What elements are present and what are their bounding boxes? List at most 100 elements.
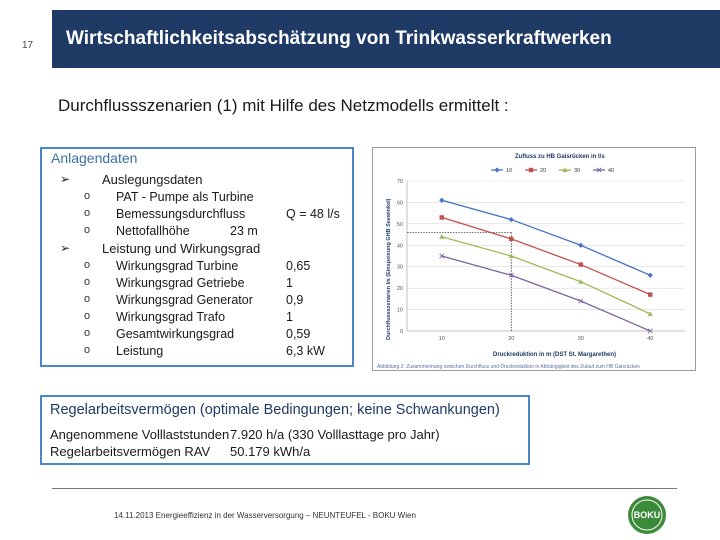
- series-line: [441, 199, 651, 276]
- data-point: [509, 236, 514, 242]
- chart-caption: Abbildung 2: Zusammenhang zwischen Durch…: [377, 364, 640, 370]
- y-tick-label: 60: [397, 200, 403, 206]
- regelarbeit-title: Regelarbeitsvermögen (optimale Bedingung…: [50, 402, 500, 418]
- data-point-stroke: [439, 253, 445, 259]
- item-value: Q = 48 l/s: [286, 207, 340, 221]
- list-item: o Wirkungsgrad Getriebe 1: [42, 276, 352, 293]
- section-heading: Leistung und Wirkungsgrad: [102, 241, 261, 256]
- data-point-stroke: [647, 328, 653, 334]
- item-label: Wirkungsgrad Turbine: [116, 259, 239, 273]
- item-label: Wirkungsgrad Getriebe: [116, 276, 245, 290]
- series-20: [439, 215, 653, 297]
- x-tick-label: 40: [647, 336, 653, 342]
- data-point: [578, 242, 584, 248]
- item-label: Gesamtwirkungsgrad: [116, 327, 235, 341]
- series-30: [439, 234, 653, 316]
- list-item: o PAT - Pumpe als Turbine: [42, 190, 352, 207]
- item-label: Leistung: [116, 344, 164, 358]
- section-heading: Auslegungsdaten: [102, 172, 203, 187]
- data-point: [647, 311, 653, 316]
- circle-bullet-icon: o: [84, 344, 91, 356]
- data-point: [439, 197, 445, 203]
- data-point: [578, 298, 584, 304]
- list-item: o Wirkungsgrad Turbine 0,65: [42, 259, 352, 276]
- legend-item: 20: [525, 167, 546, 174]
- chart-title: Zufluss zu HB Gaisrücken in l/s: [515, 154, 605, 160]
- data-point-stroke: [596, 167, 602, 173]
- slide-title: Wirtschaftlichkeitsabschätzung von Trink…: [66, 28, 612, 49]
- y-tick-label: 70: [397, 179, 403, 185]
- anlagendaten-title: Anlagendaten: [51, 150, 138, 166]
- y-tick-label: 0: [400, 329, 403, 335]
- circle-bullet-icon: o: [84, 224, 91, 236]
- item-label: PAT - Pumpe als Turbine: [116, 190, 254, 204]
- legend-item: 40: [593, 167, 614, 174]
- data-point: [439, 234, 445, 239]
- list-item: o Gesamtwirkungsgrad 0,59: [42, 327, 352, 344]
- chart-grid: [406, 180, 685, 332]
- circle-bullet-icon: o: [84, 293, 91, 305]
- data-point: [508, 253, 514, 259]
- x-tick-label: 20: [508, 336, 514, 342]
- item-label: Bemessungsdurchfluss: [116, 207, 246, 221]
- line-value: 50.179 kWh/a: [230, 444, 311, 459]
- data-point-stroke: [508, 272, 514, 278]
- data-point: [647, 328, 653, 334]
- list-item: o Nettofallhöhe 23 m: [42, 224, 352, 241]
- circle-bullet-icon: o: [84, 310, 91, 322]
- regelarbeit-line-2: Regelarbeitsvermögen RAV 50.179 kWh/a: [50, 444, 520, 460]
- boku-logo: BOKU: [628, 496, 666, 534]
- data-point: [596, 167, 602, 173]
- circle-bullet-icon: o: [84, 207, 91, 219]
- list-item: o Bemessungsdurchfluss Q = 48 l/s: [42, 207, 352, 224]
- series-line: [441, 236, 651, 315]
- y-tick-label: 10: [397, 308, 403, 314]
- legend-item: 30: [559, 167, 580, 174]
- item-value: 0,65: [286, 259, 311, 273]
- circle-bullet-icon: o: [84, 276, 91, 288]
- footer-divider: [52, 488, 677, 489]
- anlagendaten-box: Anlagendaten ➢ Auslegungsdaten o PAT - P…: [40, 147, 354, 367]
- title-bar: Wirtschaftlichkeitsabschätzung von Trink…: [52, 10, 720, 68]
- regelarbeit-box: Regelarbeitsvermögen (optimale Bedingung…: [40, 395, 530, 465]
- circle-bullet-icon: o: [84, 259, 91, 271]
- y-tick-label: 20: [397, 286, 403, 292]
- item-value: 0,9: [286, 293, 304, 307]
- line-label: Angenommene Volllaststunden: [50, 427, 230, 442]
- data-point: [494, 167, 500, 173]
- series-line: [441, 255, 651, 332]
- chart-xlabel: Druckreduktion in m (DST St. Margarethen…: [493, 352, 616, 358]
- data-point: [508, 272, 514, 278]
- line-chart: Zufluss zu HB Gaisrücken in l/s Druckred…: [386, 154, 685, 358]
- slide-subtitle: Durchflussszenarien (1) mit Hilfe des Ne…: [58, 96, 509, 115]
- item-value: 1: [286, 310, 293, 324]
- data-point: [508, 216, 514, 223]
- legend-label: 40: [608, 168, 614, 174]
- legend-label: 20: [540, 168, 546, 174]
- legend-label: 30: [574, 168, 580, 174]
- slide-number: 17: [22, 40, 34, 51]
- arrow-bullet-icon: ➢: [60, 172, 71, 186]
- data-point: [528, 167, 534, 173]
- chart-series: [439, 197, 653, 334]
- legend-label: 10: [506, 168, 512, 174]
- item-label: Nettofallhöhe: [116, 224, 190, 238]
- circle-bullet-icon: o: [84, 327, 91, 339]
- list-item: o Wirkungsgrad Trafo 1: [42, 310, 352, 327]
- data-point: [439, 215, 444, 220]
- chart-legend: 10 20 30 40: [491, 167, 614, 174]
- item-value: 0,59: [286, 327, 311, 341]
- item-value: 23 m: [230, 224, 258, 238]
- data-point: [648, 292, 653, 297]
- line-value: 7.920 h/a (330 Volllasttage pro Jahr): [230, 427, 440, 442]
- series-40: [439, 253, 653, 334]
- y-tick-label: 40: [397, 243, 403, 249]
- data-point: [647, 272, 653, 278]
- data-point: [562, 167, 568, 173]
- list-item: o Leistung 6,3 kW: [42, 344, 352, 361]
- list-item: o Wirkungsgrad Generator 0,9: [42, 293, 352, 310]
- footer-text: 14.11.2013 Energieeffizienz in der Wasse…: [114, 511, 416, 520]
- reference-lines: [407, 232, 512, 331]
- y-tick-label: 30: [397, 265, 403, 271]
- legend-item: 10: [491, 167, 512, 174]
